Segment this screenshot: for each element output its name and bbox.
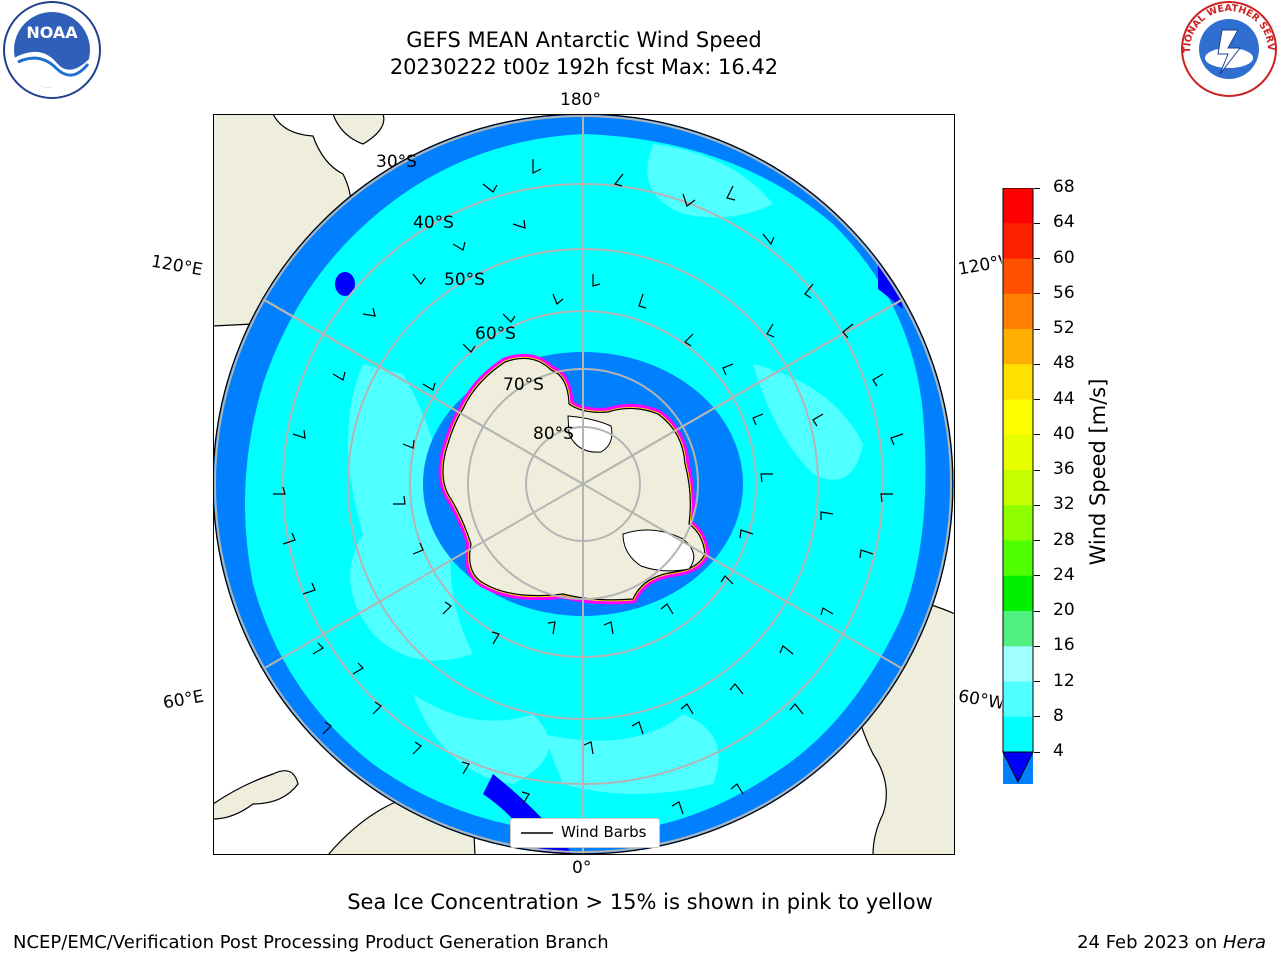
colorbar-swatches xyxy=(1002,187,1034,788)
colorbar-swatch xyxy=(1003,611,1033,647)
colorbar-swatch xyxy=(1003,434,1033,471)
colorbar-tick-mark xyxy=(1034,751,1040,753)
colorbar-swatch xyxy=(1003,223,1033,259)
lon-label-120e: 120°E xyxy=(149,251,205,281)
colorbar-tick-label: 52 xyxy=(1053,318,1075,338)
colorbar-tick-label: 32 xyxy=(1053,494,1075,515)
lat-label-60s: 60°S xyxy=(475,324,516,344)
colorbar-swatch xyxy=(1003,188,1033,224)
legend-label: Wind Barbs xyxy=(561,823,647,841)
colorbar-tick-label: 40 xyxy=(1053,423,1075,444)
lat-label-80s: 80°S xyxy=(533,424,574,444)
colorbar-label: Wind Speed [m/s] xyxy=(1086,378,1110,566)
colorbar-swatch xyxy=(1003,258,1033,295)
colorbar-tick-label: 56 xyxy=(1053,282,1075,303)
map-title: GEFS MEAN Antarctic Wind Speed xyxy=(406,28,762,52)
colorbar-tick-mark xyxy=(1034,222,1040,224)
lon-label-60w: 60°W xyxy=(956,686,1004,714)
colorbar-tick-label: 64 xyxy=(1053,212,1075,233)
colorbar-tick-label: 60 xyxy=(1053,247,1075,268)
graticule xyxy=(213,114,953,854)
sea-ice-caption: Sea Ice Concentration > 15% is shown in … xyxy=(347,890,933,914)
legend-line-icon xyxy=(521,832,553,834)
map-subtitle: 20230222 t00z 192h fcst Max: 16.42 xyxy=(389,55,779,79)
colorbar-tick-label: 28 xyxy=(1053,529,1075,550)
lon-label-60e: 60°E xyxy=(161,686,206,714)
colorbar-swatch xyxy=(1003,293,1033,330)
colorbar-tick-mark xyxy=(1034,610,1040,612)
footer-branch: NCEP/EMC/Verification Post Processing Pr… xyxy=(13,932,609,953)
footer-machine: Hera xyxy=(1222,932,1266,953)
nws-logo-icon: NATIONAL WEATHER SERVICE xyxy=(1174,0,1280,102)
wind-barbs xyxy=(273,159,904,815)
colorbar-swatch xyxy=(1003,505,1033,541)
colorbar-tick-mark xyxy=(1034,328,1040,330)
colorbar xyxy=(1002,187,1034,788)
colorbar-tick-mark xyxy=(1034,469,1040,471)
polar-map xyxy=(212,113,955,855)
colorbar-tick-mark xyxy=(1034,293,1040,295)
lon-label-180: 180° xyxy=(560,90,601,110)
map-frame xyxy=(213,114,955,855)
colorbar-outline xyxy=(1002,187,1034,753)
colorbar-tick-mark xyxy=(1034,363,1040,365)
colorbar-tick-mark xyxy=(1034,399,1040,400)
colorbar-tick-mark xyxy=(1034,575,1040,577)
lat-label-70s: 70°S xyxy=(503,375,544,395)
colorbar-tick-label: 16 xyxy=(1053,635,1075,656)
colorbar-swatch xyxy=(1003,540,1033,577)
noaa-logo-icon: NOAA xyxy=(0,0,104,104)
lon-label-0: 0° xyxy=(572,858,592,878)
colorbar-swatch xyxy=(1003,716,1033,753)
colorbar-tick-label: 68 xyxy=(1053,177,1075,197)
lat-label-30s: 30°S xyxy=(376,152,417,172)
colorbar-tick-label: 24 xyxy=(1053,564,1075,585)
colorbar-tick-label: 8 xyxy=(1053,705,1064,726)
colorbar-tick-mark xyxy=(1034,504,1040,506)
map-panel xyxy=(212,113,955,855)
colorbar-tick-mark xyxy=(1034,434,1040,436)
colorbar-tick-mark xyxy=(1034,681,1040,682)
colorbar-tick-label: 4 xyxy=(1053,741,1064,761)
colorbar-swatch xyxy=(1003,575,1033,612)
lon-label-120w: 120°W xyxy=(956,252,1004,280)
colorbar-tick-label: 44 xyxy=(1053,388,1075,409)
colorbar-tick-mark xyxy=(1034,540,1040,541)
colorbar-tick-mark xyxy=(1034,258,1040,259)
colorbar-swatch xyxy=(1003,329,1033,365)
colorbar-tick-label: 20 xyxy=(1053,600,1075,620)
colorbar-swatch xyxy=(1003,646,1033,682)
colorbar-tick-label: 48 xyxy=(1053,353,1075,374)
colorbar-tick-mark xyxy=(1034,645,1040,647)
colorbar-tick-label: 36 xyxy=(1053,459,1075,479)
map-legend: Wind Barbs xyxy=(510,818,660,848)
colorbar-tick-label: 12 xyxy=(1053,670,1075,691)
footer-date: 24 Feb 2023 on Hera xyxy=(1077,932,1266,953)
colorbar-tick-mark xyxy=(1034,187,1040,189)
colorbar-swatch xyxy=(1003,681,1033,718)
colorbar-tick-mark xyxy=(1034,716,1040,718)
colorbar-swatch xyxy=(1003,364,1033,400)
lat-label-40s: 40°S xyxy=(413,213,454,233)
colorbar-swatch xyxy=(1003,399,1033,436)
colorbar-swatch xyxy=(1003,470,1033,506)
noaa-logo-text: NOAA xyxy=(26,23,78,42)
footer-date-text: 24 Feb 2023 on xyxy=(1077,932,1223,953)
lat-label-50s: 50°S xyxy=(444,270,485,290)
